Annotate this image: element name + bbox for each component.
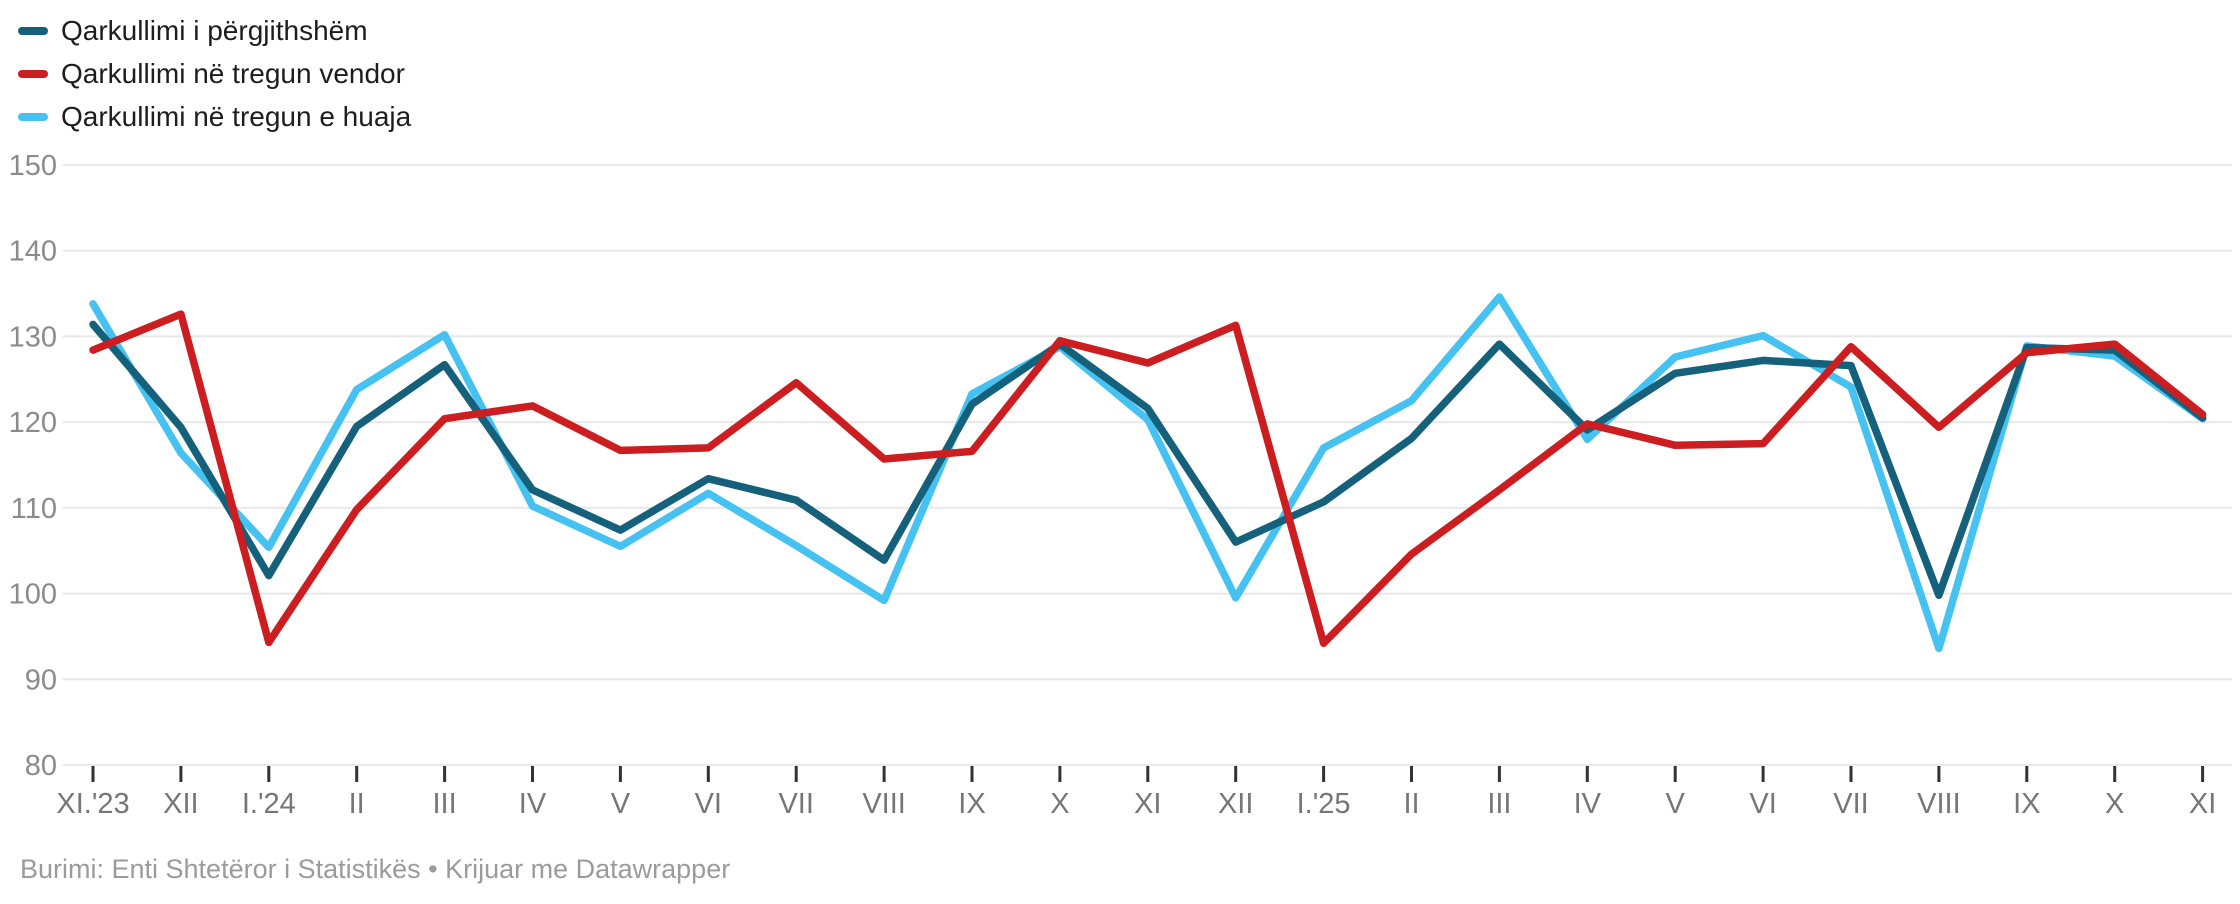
x-axis-label-1: XII	[163, 788, 198, 820]
x-axis-label-17: IV	[1574, 788, 1602, 820]
x-axis-label-23: X	[2105, 788, 2124, 820]
legend-item-total: Qarkullimi i përgjithshëm	[18, 14, 411, 48]
x-axis-label-6: V	[611, 788, 631, 820]
x-axis-label-0: XI.'23	[56, 788, 129, 820]
x-axis-label-11: X	[1050, 788, 1069, 820]
x-axis-label-5: IV	[519, 788, 547, 820]
y-axis-label-130: 130	[9, 321, 57, 353]
legend: Qarkullimi i përgjithshëm Qarkullimi në …	[18, 14, 411, 134]
x-axis-label-2: I.'24	[242, 788, 296, 820]
legend-item-foreign: Qarkullimi në tregun e huaja	[18, 100, 411, 134]
series-line-2[interactable]	[89, 293, 2207, 653]
legend-label-total: Qarkullimi i përgjithshëm	[61, 15, 368, 46]
x-axis-label-4: III	[433, 788, 457, 820]
x-axis-label-13: XII	[1218, 788, 1253, 820]
legend-swatch-total	[18, 27, 48, 35]
x-axis-label-7: VI	[695, 788, 722, 820]
legend-swatch-vendor	[18, 70, 48, 78]
y-axis-label-110: 110	[11, 493, 57, 525]
x-axis-label-9: VIII	[862, 788, 906, 820]
y-axis-label-150: 150	[9, 150, 57, 182]
legend-item-vendor: Qarkullimi në tregun vendor	[18, 57, 411, 91]
x-axis-label-19: VI	[1749, 788, 1776, 820]
series-line-0[interactable]	[89, 320, 2207, 600]
x-axis-label-22: IX	[2013, 788, 2040, 820]
x-axis-label-14: I.'25	[1297, 788, 1351, 820]
x-axis-label-12: XI	[1134, 788, 1161, 820]
y-axis-label-90: 90	[25, 664, 57, 696]
x-axis-label-16: III	[1487, 788, 1511, 820]
series-line-1[interactable]	[89, 310, 2207, 648]
legend-label-vendor: Qarkullimi në tregun vendor	[61, 58, 405, 89]
y-axis-label-100: 100	[9, 579, 57, 611]
x-axis-label-15: II	[1403, 788, 1419, 820]
y-axis-label-80: 80	[25, 750, 57, 782]
y-axis-label-140: 140	[9, 236, 57, 268]
x-axis-label-18: V	[1666, 788, 1686, 820]
x-axis-label-3: II	[349, 788, 365, 820]
x-axis-label-10: IX	[958, 788, 985, 820]
x-axis-label-24: XI	[2189, 788, 2216, 820]
legend-swatch-foreign	[18, 113, 48, 121]
x-axis-label-20: VII	[1833, 788, 1868, 820]
source-attribution: Burimi: Enti Shtetëror i Statistikës • K…	[20, 854, 731, 884]
y-axis-label-120: 120	[9, 407, 57, 439]
legend-label-foreign: Qarkullimi në tregun e huaja	[61, 101, 412, 132]
x-axis-label-21: VIII	[1917, 788, 1961, 820]
x-axis-label-8: VII	[778, 788, 813, 820]
